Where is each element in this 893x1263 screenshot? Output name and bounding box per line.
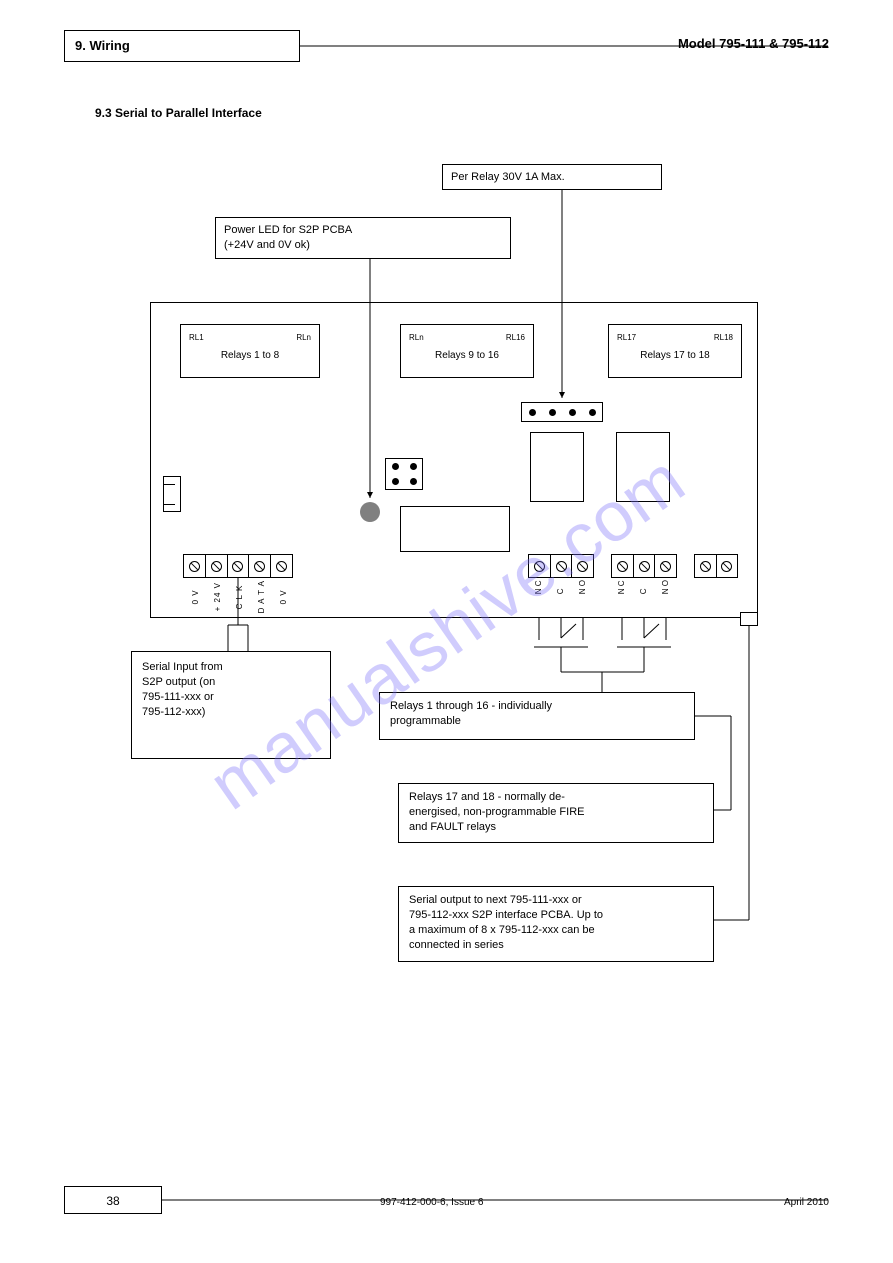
center-lower-box [400,506,510,552]
callout-block1-box: Relays 1 through 16 - individually progr… [379,692,695,740]
callout-block2-2: energised, non-programmable FIRE [409,805,703,820]
callout-relay-box: Per Relay 30V 1A Max. [442,164,662,190]
callout-block2-1: Relays 17 and 18 - normally de- [409,790,703,805]
callout-block1-2: programmable [390,714,684,729]
pin-dot [392,478,399,485]
pin-header-2x2 [385,458,423,490]
callout-input-1: Serial Input from [142,660,320,675]
callout-led-box: Power LED for S2P PCBA (+24V and 0V ok) [215,217,511,259]
terminal-r2-labels: N C C N O [611,580,677,594]
relay-group-1-box: RL1 RLn Relays 1 to 8 [180,324,320,378]
callout-block3-3: a maximum of 8 x 795-112-xxx can be [409,923,703,938]
pin-dot [569,409,576,416]
relay-group-3-box: RL17 RL18 Relays 17 to 18 [608,324,742,378]
r17-label: RL17 [617,333,636,343]
callout-led-line-2: (+24V and 0V ok) [224,238,502,253]
relay-group-3: Relays 17 to 18 [609,349,741,362]
pin-dot [410,463,417,470]
callout-led-line-1: Power LED for S2P PCBA [224,223,502,238]
led-icon [360,502,380,522]
component-box-b [616,432,670,502]
callout-block1-1: Relays 1 through 16 - individually [390,699,684,714]
connector-notch-2 [163,504,175,505]
r16-label: RL16 [506,333,525,343]
footer-date: April 2010 [784,1196,829,1209]
header-left: 9. Wiring [75,38,130,53]
footer-page: 38 [106,1194,119,1208]
r18-label: RL18 [714,333,733,343]
pin-dot [529,409,536,416]
callout-input-2: S2P output (on [142,675,320,690]
relay-group-1: Relays 1 to 8 [181,349,319,362]
relay-group-2-box: RLn RL16 Relays 9 to 16 [400,324,534,378]
callout-block2-box: Relays 17 and 18 - normally de- energise… [398,783,714,843]
header-left-box: 9. Wiring [64,30,300,62]
pin-dot [589,409,596,416]
footer-doc: 997-412-000-6, Issue 6 [380,1196,483,1209]
terminal-r3 [694,554,738,578]
rl1-label: RL1 [189,333,204,343]
rln2-label: RLn [409,333,424,343]
callout-block3-box: Serial output to next 795-111-xxx or 795… [398,886,714,962]
terminal-left [183,554,293,578]
callout-block3-2: 795-112-xxx S2P interface PCBA. Up to [409,908,703,923]
connector-notch-1 [163,484,175,485]
component-box-a [530,432,584,502]
section-title: 9.3 Serial to Parallel Interface [95,106,262,120]
terminal-r1 [528,554,594,578]
serial-out-connector [740,612,758,626]
footer-page-box: 38 [64,1186,162,1214]
pin-dot [410,478,417,485]
pin-header-4 [521,402,603,422]
callout-relay: Per Relay 30V 1A Max. [451,171,565,183]
small-connector [163,476,181,512]
callout-input-3: 795-111-xxx or [142,690,320,705]
callout-block3-4: connected in series [409,938,703,953]
callout-input-4: 795-112-xxx) [142,705,320,720]
rln1-label: RLn [296,333,311,343]
relay-group-2: Relays 9 to 16 [401,349,533,362]
pin-dot [549,409,556,416]
terminal-r1-labels: N C C N O [528,580,594,594]
terminal-left-labels: 0 V + 24 V C L K D A T A 0 V [185,580,295,613]
callout-block3-1: Serial output to next 795-111-xxx or [409,893,703,908]
callout-block2-3: and FAULT relays [409,820,703,835]
header-right: Model 795-111 & 795-112 [678,36,829,51]
callout-input-box: Serial Input from S2P output (on 795-111… [131,651,331,759]
pin-dot [392,463,399,470]
terminal-r2 [611,554,677,578]
